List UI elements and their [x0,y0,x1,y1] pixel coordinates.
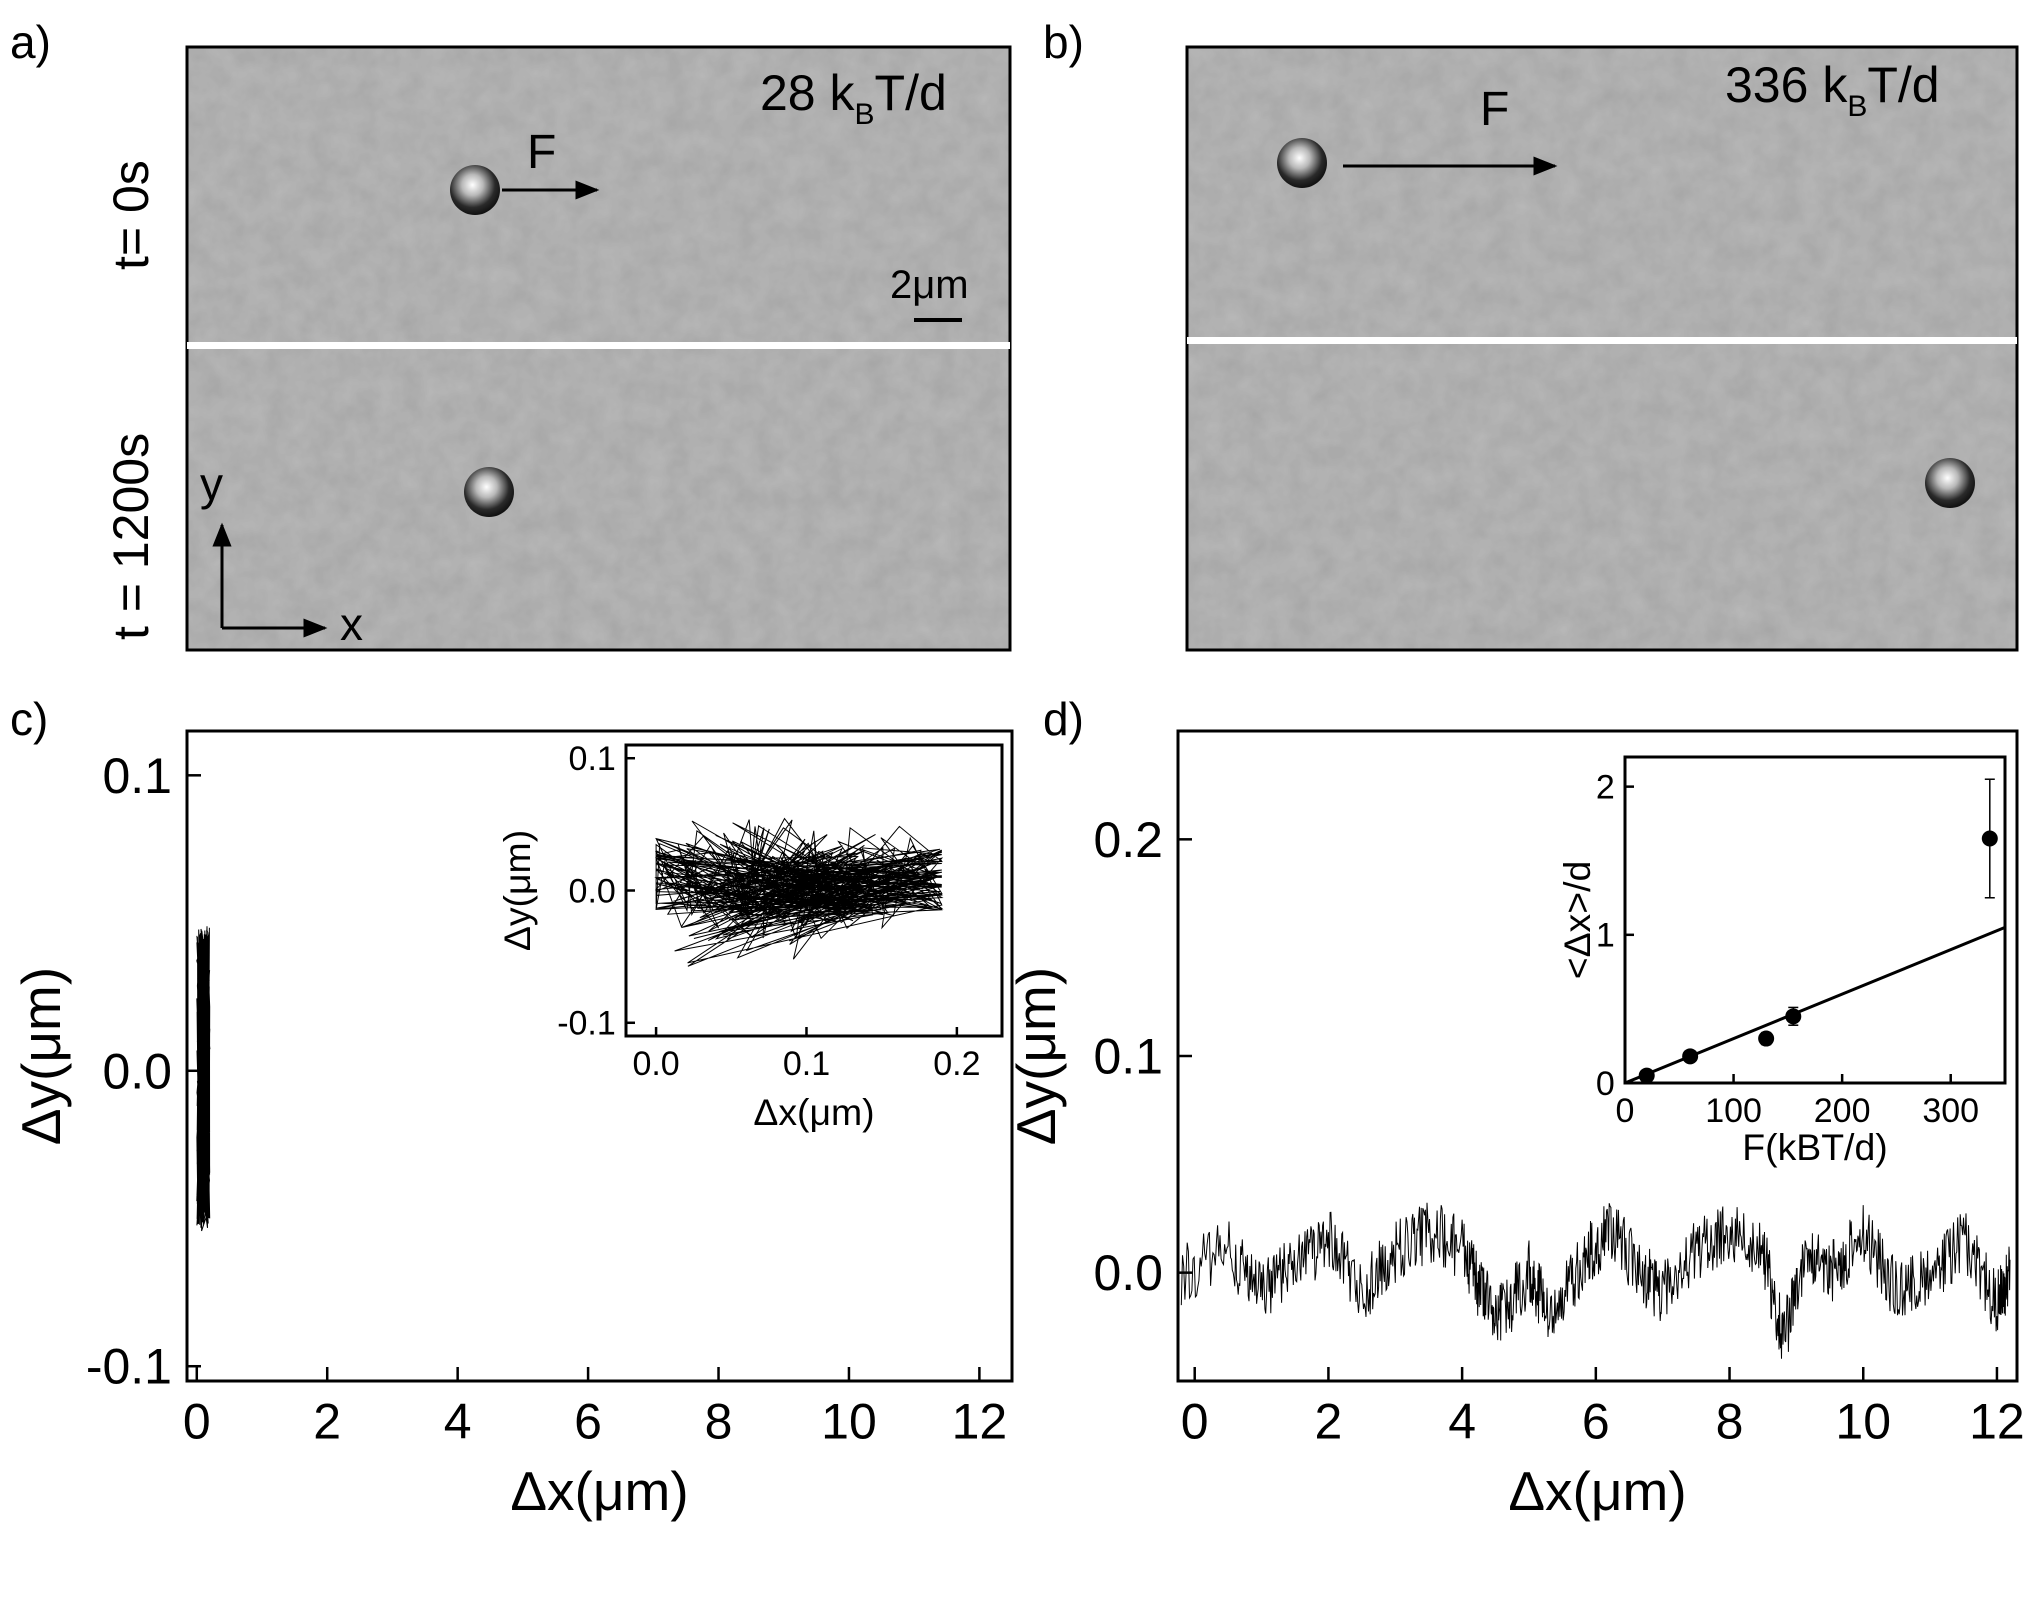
d-main-ytick-label: 0.2 [1093,812,1163,868]
c-main-ytick-label: 0.0 [102,1043,172,1099]
d-main-xtick-label: 4 [1448,1394,1476,1450]
d-inset-xtick-label: 200 [1814,1092,1871,1130]
c-main-xtick-label: 12 [952,1394,1008,1450]
c-inset-xtick-label: 0.2 [933,1045,980,1083]
bead-b-top [1277,138,1327,188]
d-inset-background [1625,757,2005,1083]
micrograph-b-divider [1187,337,2017,344]
scalebar-label: 2μm [890,263,969,307]
force-arrow-b-label: F [1480,83,1509,136]
c-inset-ytick-label: 0.1 [569,740,616,778]
d-main-xtick-label: 10 [1835,1394,1891,1450]
d-main-xtick-label: 12 [1969,1394,2025,1450]
c-main-trace [196,926,211,1232]
d-inset-ytick-label: 1 [1596,917,1615,955]
panel-d-label: d) [1043,693,1084,745]
c-inset-ylabel: Δy(μm) [496,830,538,951]
c-main-ylabel: Δy(μm) [10,967,72,1145]
c-main-ytick-label: 0.1 [102,748,172,804]
c-main-xtick-label: 6 [574,1394,602,1450]
time-label-top: t= 0s [103,160,159,270]
micrograph-b: F 336 kBT/d [1185,45,2019,652]
c-inset-trace [654,817,944,967]
d-inset-xlabel: F(kBT/d) [1742,1126,1887,1168]
d-main-trace [1180,1202,2011,1359]
c-main-ytick-label: -0.1 [86,1339,172,1395]
d-inset-ytick-label: 0 [1596,1065,1615,1103]
panel-b-label: b) [1043,16,1084,68]
chart-c-inset: 0.0 0.1 0.2 -0.1 0.0 0.1 Δx(μm) Δy(μm) [496,740,1004,1133]
d-inset-point [1981,830,1998,847]
c-inset-ytick-label: -0.1 [557,1005,616,1043]
micrograph-a: F 28 kBT/d 2μm y x [185,45,1012,652]
force-value-a: 28 kBT/d [760,65,947,131]
c-main-xtick-label: 4 [444,1394,472,1450]
d-inset-frame [1623,755,2007,1085]
c-main-xtick-label: 2 [313,1394,341,1450]
d-inset-point [1785,1008,1802,1025]
c-main-xtick-label: 0 [183,1394,211,1450]
chart-c-main: 0 2 4 6 8 10 12 -0.1 0.0 0.1 Δx(μm) Δy(μm) [10,729,1014,1522]
chart-d-main: 0 2 4 6 8 10 120.00.10.2Δx(μm)Δy(μm) [1005,729,2025,1522]
bead-a-top [450,165,500,215]
c-main-xtick-label: 10 [821,1394,877,1450]
d-inset-ylabel: <Δx>/d [1556,861,1598,980]
force-arrow-a-label: F [527,126,556,179]
c-main-xlabel: Δx(μm) [510,1460,688,1522]
force-value-b: 336 kBT/d [1725,57,1940,123]
d-main-xtick-label: 6 [1582,1394,1610,1450]
d-inset-xtick-label: 0 [1616,1092,1635,1130]
d-inset-xtick-label: 100 [1705,1092,1762,1130]
c-inset-ytick-label: 0.0 [569,872,616,910]
panel-c-label: c) [10,693,48,745]
d-inset-ytick-label: 2 [1596,769,1615,807]
d-inset-point [1682,1048,1699,1065]
d-inset-point [1638,1067,1655,1084]
d-main-ytick-label: 0.0 [1093,1245,1163,1301]
y-axis-arrow-label: y [200,458,223,510]
d-main-xlabel: Δx(μm) [1508,1460,1686,1522]
d-main-xtick-label: 2 [1315,1394,1343,1450]
d-inset-xtick-label: 300 [1922,1092,1979,1130]
bead-b-bottom [1925,458,1975,508]
c-inset-xtick-label: 0.1 [783,1045,830,1083]
c-inset-xlabel: Δx(μm) [753,1091,874,1133]
bead-a-bottom [464,467,514,517]
d-inset-point [1758,1030,1775,1047]
chart-d-inset: 0 100 200 300 0 1 2 F(kBT/d) <Δx>/d [1556,755,2007,1168]
d-main-ytick-label: 0.1 [1093,1029,1163,1085]
panel-a-label: a) [10,16,51,68]
time-label-bottom: t = 1200s [103,433,159,640]
d-main-xtick-label: 0 [1181,1394,1209,1450]
micrograph-b-background [1187,47,2017,650]
d-main-ylabel: Δy(μm) [1005,967,1067,1145]
c-inset-xtick-label: 0.0 [632,1045,679,1083]
micrograph-b-border [1185,45,2019,652]
micrograph-a-divider [187,342,1010,349]
d-main-xtick-label: 8 [1716,1394,1744,1450]
c-main-xtick-label: 8 [705,1394,733,1450]
x-axis-arrow-label: x [340,598,363,650]
c-main-frame [185,729,1014,1383]
